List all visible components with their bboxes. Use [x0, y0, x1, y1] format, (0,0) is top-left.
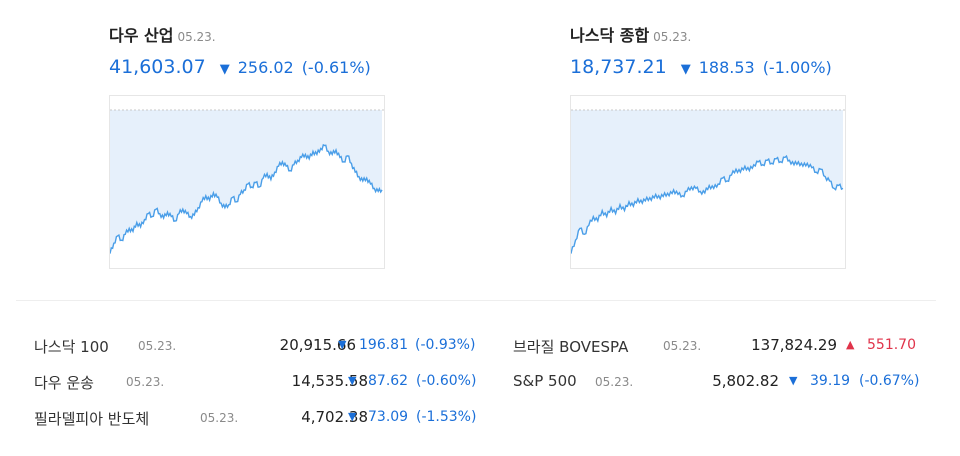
chart-svg	[110, 109, 384, 254]
index-price: 18,737.21	[570, 56, 667, 78]
index-change-percent: (-0.93%)	[415, 337, 476, 353]
index-row-sp500[interactable]: S&P 500 05.23. 5,802.82 ▼ 39.19 (-0.67%)	[513, 372, 923, 396]
chart-svg	[571, 109, 845, 254]
card-quote: 18,737.21 ▼ 188.53 (-1.00%)	[570, 56, 832, 78]
index-date: 05.23.	[653, 30, 692, 44]
divider	[16, 300, 936, 301]
index-value: 14,535.58	[291, 372, 368, 390]
index-date: 05.23.	[177, 30, 216, 44]
down-arrow-icon: ▼	[219, 62, 230, 77]
index-name: 다우 산업	[109, 26, 174, 45]
up-arrow-icon: ▲	[846, 338, 855, 351]
index-value: 5,802.82	[712, 372, 779, 390]
index-change-percent: (-0.61%)	[301, 58, 371, 77]
price-line	[110, 143, 383, 254]
index-date: 05.23.	[126, 375, 165, 389]
down-arrow-icon: ▼	[348, 374, 357, 387]
down-arrow-icon: ▼	[338, 338, 347, 351]
index-change: 87.62	[368, 373, 409, 389]
index-change-percent: (-0.67%)	[859, 373, 920, 389]
card-title: 나스닥 종합 05.23.	[570, 22, 691, 46]
index-change-percent: (-0.60%)	[416, 373, 477, 389]
index-date: 05.23.	[138, 339, 177, 353]
index-change-percent: (-1.53%)	[416, 409, 477, 425]
price-line	[571, 154, 844, 254]
chart-area	[110, 110, 382, 254]
index-change: 551.70	[867, 337, 916, 353]
index-row-dow-transport[interactable]: 다우 운송 05.23. 14,535.58 ▼ 87.62 (-0.60%)	[34, 372, 484, 396]
index-name: 필라델피아 반도체	[34, 410, 150, 428]
index-value: 137,824.29	[751, 336, 837, 354]
index-name: 나스닥 종합	[570, 26, 650, 45]
intraday-chart[interactable]	[109, 95, 385, 269]
down-arrow-icon: ▼	[789, 374, 798, 387]
index-name: 다우 운송	[34, 374, 94, 392]
index-row-philadelphia-semi[interactable]: 필라델피아 반도체 05.23. 4,702.38 ▼ 73.09 (-1.53…	[34, 408, 484, 432]
index-change: 39.19	[810, 373, 851, 389]
index-name: 나스닥 100	[34, 338, 109, 356]
down-arrow-icon: ▼	[348, 410, 357, 423]
card-quote: 41,603.07 ▼ 256.02 (-0.61%)	[109, 56, 371, 78]
card-title: 다우 산업 05.23.	[109, 22, 216, 46]
index-date: 05.23.	[200, 411, 239, 425]
index-name: 브라질 BOVESPA	[513, 338, 629, 356]
index-change-percent: (-1.00%)	[762, 58, 832, 77]
index-change: 188.53	[698, 58, 755, 77]
index-change: 196.81	[359, 337, 408, 353]
index-row-nasdaq100[interactable]: 나스닥 100 05.23. 20,915.66 ▼ 196.81 (-0.93…	[34, 336, 484, 360]
index-price: 41,603.07	[109, 56, 206, 78]
index-date: 05.23.	[663, 339, 702, 353]
index-date: 05.23.	[595, 375, 634, 389]
down-arrow-icon: ▼	[680, 62, 691, 77]
index-name: S&P 500	[513, 372, 577, 390]
index-value: 4,702.38	[301, 408, 368, 426]
index-value: 20,915.66	[279, 336, 356, 354]
index-change: 256.02	[237, 58, 294, 77]
intraday-chart[interactable]	[570, 95, 846, 269]
index-change: 73.09	[368, 409, 409, 425]
chart-area	[571, 110, 843, 254]
index-row-bovespa[interactable]: 브라질 BOVESPA 05.23. 137,824.29 ▲ 551.70	[513, 336, 923, 360]
